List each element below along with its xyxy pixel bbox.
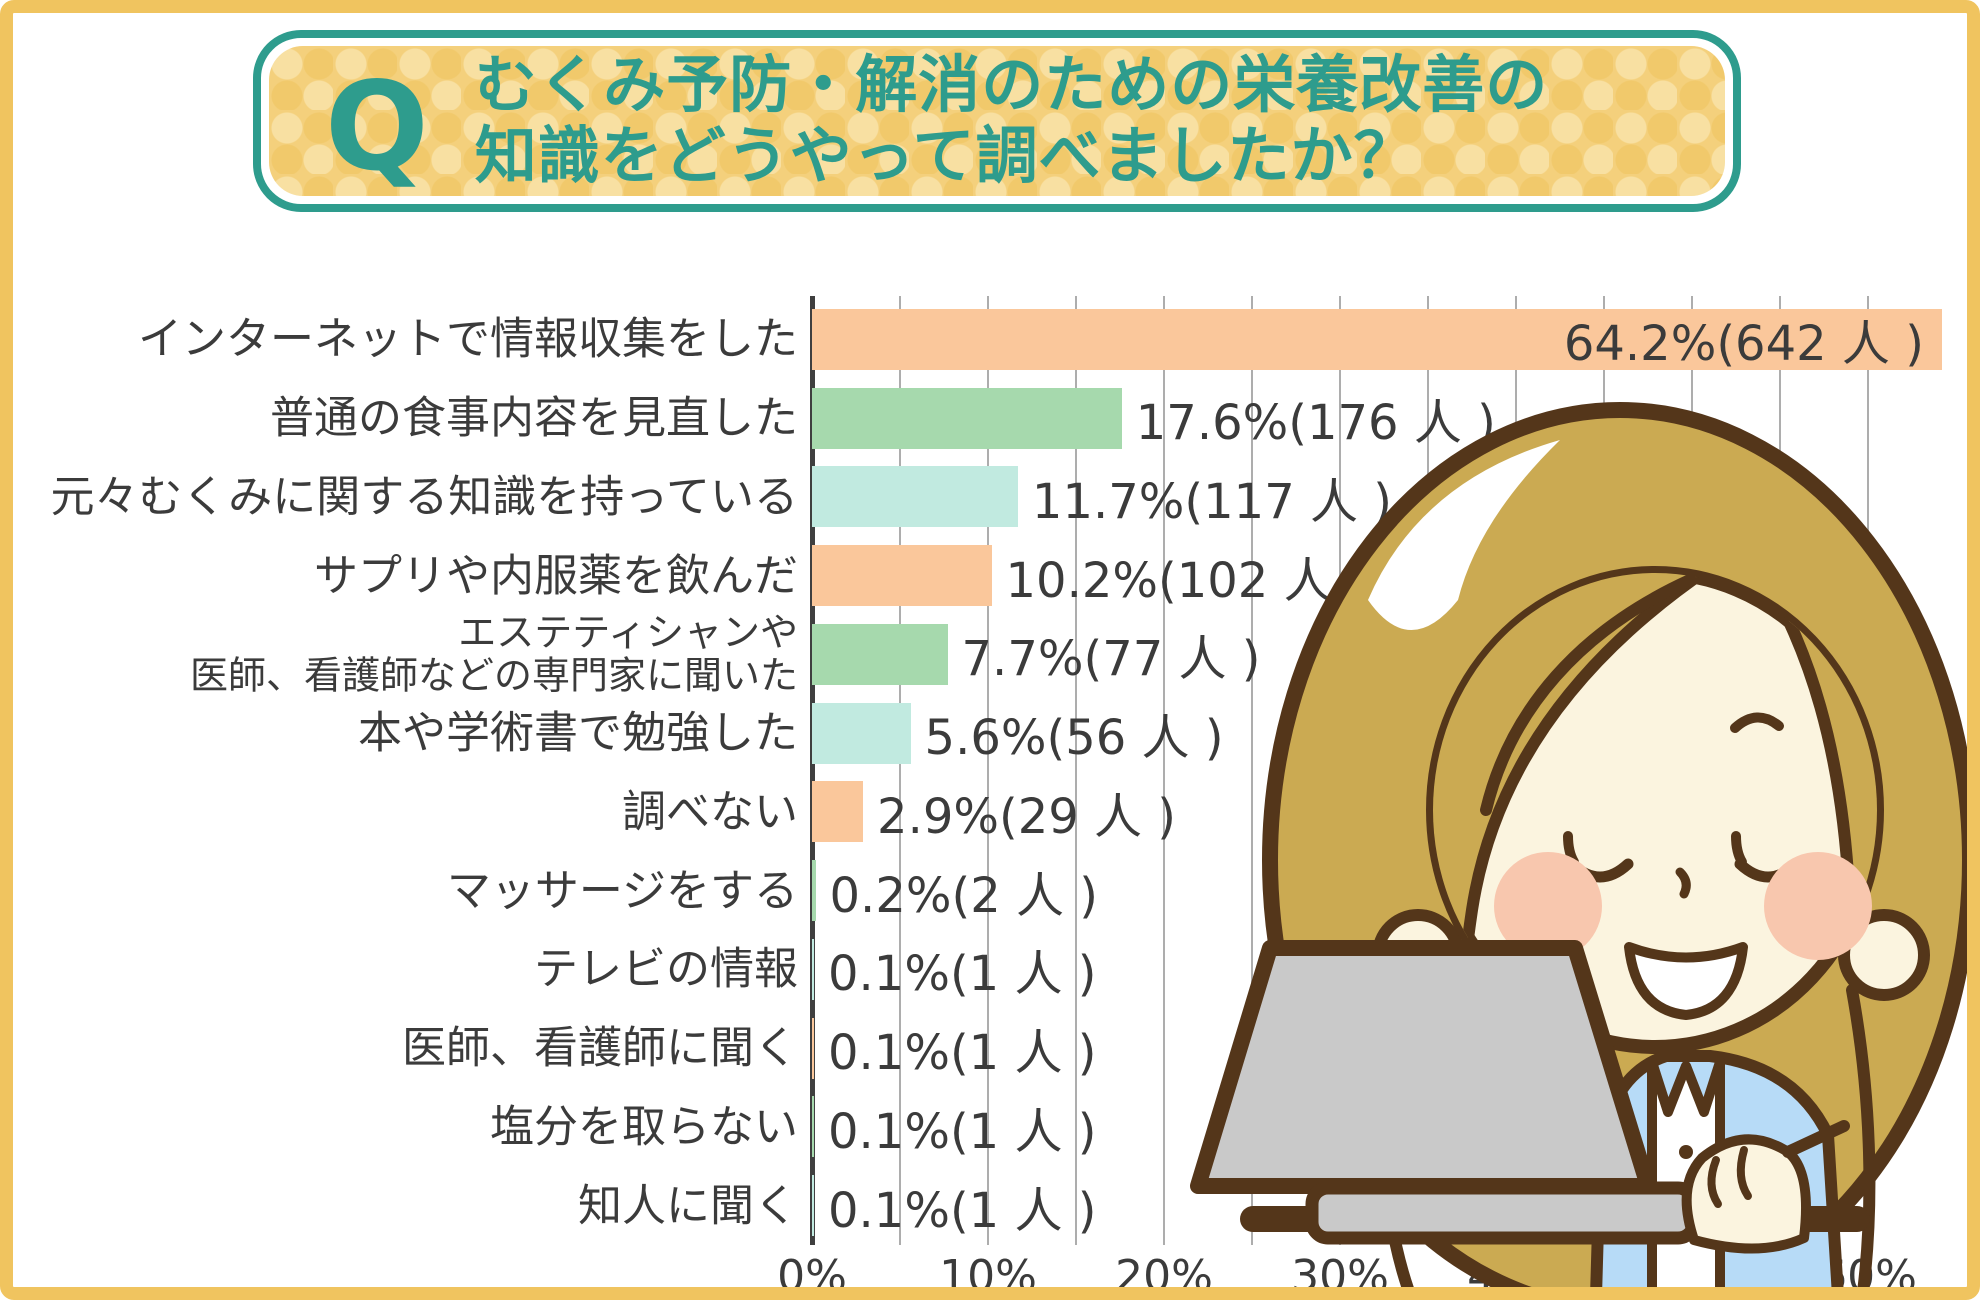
desk-edge [1240,1206,1870,1232]
question-box-pattern [269,46,1725,196]
category-label-6: 調べない [622,786,798,838]
value-label-4: 7.7%(77 人 ) [961,631,1261,688]
value-label-2: 11.7%(117 人 ) [1031,473,1392,530]
question-title-line2: 知識をどうやって調べましたか？ [474,119,1417,192]
value-label-7: 0.2%(2 人 ) [829,867,1098,924]
question-box-content: Q むくみ予防・解消のための栄養改善の 知識をどうやって調べましたか？ [269,46,1725,196]
bar-9 [812,1017,814,1079]
value-label-8: 0.1%(1 人 ) [828,946,1097,1003]
bangs [1433,573,1766,1047]
gridline [1075,296,1077,1245]
question-box: Q むくみ予防・解消のための栄養改善の 知識をどうやって調べましたか？ [253,30,1741,212]
gridline [1603,296,1605,1245]
mouth [1624,942,1748,1020]
gridline [1163,296,1165,1245]
face [1426,566,1884,1054]
hair [1262,402,1968,1288]
eye-right-lash [1731,831,1747,867]
gridline [899,296,901,1245]
bar-1 [812,387,1122,449]
eye-right [1734,858,1802,883]
value-label-6: 2.9%(29 人 ) [877,788,1177,845]
gridline [1251,296,1253,1245]
question-title-line1: むくみ予防・解消のための栄養改善の [474,48,1549,122]
question-q-mark: Q [325,56,429,198]
gridline [1779,296,1781,1245]
category-label-4: エステティシャンや 医師、看護師などの専門家に聞いた [189,610,798,698]
category-label-7: マッサージをする [446,864,798,916]
x-tick-label-50%: 50% [1643,1251,1741,1300]
bar-6 [812,781,864,843]
x-tick-label-10%: 10% [939,1251,1037,1300]
question-title: むくみ予防・解消のための栄養改善の 知識をどうやって調べましたか？ [475,50,1548,191]
bar-3 [812,545,992,607]
x-tick-label-60%: 60% [1819,1251,1917,1300]
category-label-8: テレビの情報 [534,943,798,995]
cheek-left [1494,852,1602,960]
hair-strand-left [1375,944,1415,1288]
gridline [1515,296,1517,1245]
bar-5 [812,702,911,764]
category-label-3: サプリや内服薬を飲んだ [314,549,798,601]
hand-finger-line-2 [1736,1146,1752,1200]
value-label-10: 0.1%(1 人 ) [828,1103,1097,1160]
value-label-11: 0.1%(1 人 ) [828,1182,1097,1239]
ear-right [1838,909,1930,1001]
nose [1675,867,1691,899]
category-label-10: 塩分を取らない [490,1101,798,1153]
x-tick-label-0%: 0% [777,1251,847,1300]
eye-left [1566,858,1634,883]
gridline [1691,296,1693,1245]
eyebrow-right [1730,712,1784,733]
category-label-0: インターネットで情報収集をした [138,313,798,365]
hand-finger-line-1 [1707,1156,1722,1208]
category-label-2: 元々むくみに関する知識を持っている [50,471,798,523]
hair-side-right [1733,573,1877,1047]
bar-2 [812,466,1018,528]
x-tick-label-40%: 40% [1467,1251,1565,1300]
eye-left-lash [1563,831,1579,867]
laptop-keyboard [1305,1181,1701,1245]
value-label-9: 0.1%(1 人 ) [828,1025,1097,1082]
value-label-1: 17.6%(176 人 ) [1135,395,1496,452]
value-label-3: 10.2%(102 人 ) [1005,552,1366,609]
bar-7 [812,860,816,922]
category-label-5: 本や学術書で勉強した [358,707,798,759]
category-label-9: 医師、看護師に聞く [402,1022,798,1074]
value-label-5: 5.6%(56 人 ) [924,710,1224,767]
bar-8 [812,938,814,1000]
bar-11 [812,1175,814,1237]
gridline [987,296,989,1245]
bar-0 [812,308,1942,370]
ear-left [1372,909,1464,1001]
bar-10 [812,1096,814,1158]
x-tick-label-30%: 30% [1291,1251,1389,1300]
y-axis-line [810,296,815,1245]
laptop-screen [1190,940,1656,1194]
hair-highlight [1368,440,1560,630]
category-label-11: 知人に聞く [578,1179,798,1231]
value-label-0: 64.2%(642 人 ) [1563,316,1924,373]
x-tick-label-20%: 20% [1115,1251,1213,1300]
gridline [1867,296,1869,1245]
bar-4 [812,623,948,685]
category-label-1: 普通の食事内容を見直した [270,392,798,444]
hand [1681,1134,1811,1254]
arm-line [1782,1120,1850,1158]
